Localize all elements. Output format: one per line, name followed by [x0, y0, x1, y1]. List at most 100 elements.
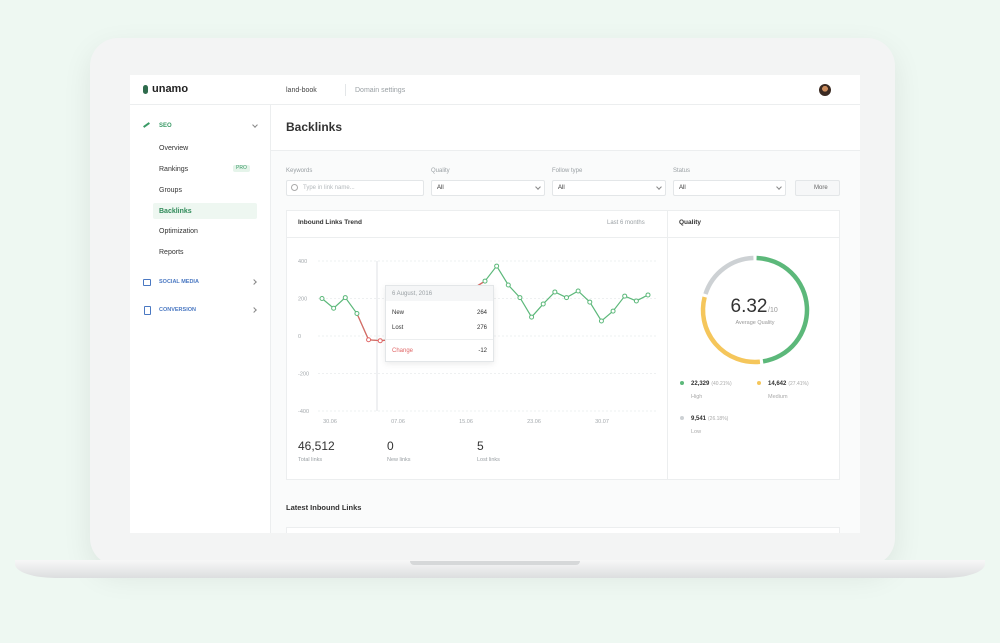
- nav-item-active[interactable]: Backlinks: [159, 208, 192, 215]
- quality-caption: Average Quality: [735, 320, 774, 326]
- stat-label: Lost links: [477, 457, 500, 463]
- y-tick-label: -200: [298, 372, 309, 378]
- stat-label: Total links: [298, 457, 323, 463]
- pro-badge: PRO: [233, 165, 250, 172]
- search-icon: [291, 184, 298, 191]
- page-title: Backlinks: [286, 120, 343, 134]
- tooltip-header: [386, 286, 493, 301]
- follow-select[interactable]: [552, 180, 666, 196]
- tooltip-value: 264: [476, 310, 487, 316]
- stat-value: 46,512: [298, 439, 335, 453]
- keyword-input[interactable]: [286, 180, 424, 196]
- follow-value: All: [558, 185, 565, 191]
- trend-title: Inbound Links Trend: [298, 219, 362, 226]
- x-tick-label: 15.06: [459, 419, 473, 425]
- tooltip-date: 6 August, 2016: [392, 291, 433, 297]
- trend-point: [342, 295, 348, 301]
- trend-point: [598, 318, 604, 324]
- avatar[interactable]: [819, 84, 831, 96]
- project-select[interactable]: land-book: [286, 87, 317, 94]
- tooltip: 6 August, 2016 New 264 Lost 276 Change -…: [385, 285, 494, 362]
- keyword-placeholder: Type in link name...: [303, 185, 355, 191]
- x-tick-label: 07.06: [391, 419, 405, 425]
- trend-point: [552, 289, 558, 295]
- legend-dot: [680, 416, 684, 420]
- card-divider: [667, 210, 668, 480]
- trend-point: [610, 308, 616, 314]
- trend-period: Last 6 months: [607, 220, 645, 226]
- quality-score: 6.32: [731, 296, 768, 317]
- legend-percent: (27.41%): [788, 381, 809, 387]
- trend-point: [319, 296, 325, 301]
- nav-item[interactable]: Reports: [159, 249, 184, 256]
- donut-segment: [700, 296, 761, 365]
- trend-point: [482, 278, 488, 284]
- trend-point: [517, 295, 523, 301]
- donut-segment: [756, 255, 810, 364]
- legend-name: Low: [691, 429, 701, 435]
- legend-count: 22,329: [691, 381, 710, 387]
- trend-point: [505, 282, 511, 288]
- conversion-section[interactable]: CONVERSION: [159, 307, 196, 313]
- legend-name: Medium: [768, 394, 788, 400]
- status-select[interactable]: [673, 180, 786, 196]
- stat-label: New links: [387, 457, 411, 463]
- stat-value: 5: [477, 439, 484, 453]
- tooltip-label: Change: [392, 348, 414, 354]
- nav-item[interactable]: Overview: [159, 145, 189, 152]
- negative-segment: [356, 313, 370, 340]
- conversion-icon: [144, 306, 151, 315]
- x-tick-label: 30.07: [595, 419, 609, 425]
- x-tick-label: 30.06: [323, 419, 337, 425]
- status-value: All: [679, 185, 686, 191]
- legend-percent: (26.18%): [708, 416, 729, 422]
- legend-dot: [680, 381, 684, 385]
- nav-item[interactable]: Optimization: [159, 228, 198, 235]
- top-separator: [345, 84, 346, 96]
- quality-scale: /10: [768, 307, 778, 314]
- y-tick-label: -400: [298, 409, 309, 415]
- filter-label: Keywords: [286, 168, 313, 174]
- nav-item[interactable]: Rankings: [159, 166, 189, 173]
- y-tick-label: 200: [298, 297, 307, 303]
- nav-item[interactable]: Groups: [159, 187, 182, 194]
- laptop-notch: [410, 561, 580, 565]
- trend-point: [633, 298, 639, 304]
- tooltip-divider: [386, 339, 493, 340]
- brand-icon: [143, 85, 148, 94]
- x-tick-label: 23.06: [527, 419, 541, 425]
- legend-name: High: [691, 394, 702, 400]
- quality-select[interactable]: [431, 180, 545, 196]
- quality-value: All: [437, 185, 444, 191]
- tooltip-value: 276: [476, 325, 487, 331]
- brand: unamo: [152, 83, 189, 95]
- title-separator: [271, 150, 860, 151]
- trend-point: [564, 295, 569, 301]
- tooltip-label: New: [392, 310, 405, 316]
- trend-point: [331, 305, 337, 311]
- legend-dot: [757, 381, 761, 385]
- tooltip-value: -12: [478, 348, 487, 354]
- legend-count: 14,642: [768, 381, 787, 387]
- y-tick-label: 400: [298, 259, 307, 265]
- latest-title: Latest Inbound Links: [286, 503, 362, 512]
- social-section[interactable]: SOCIAL MEDIA: [159, 279, 199, 285]
- social-icon: [143, 279, 151, 286]
- seo-section[interactable]: SEO: [159, 123, 172, 129]
- stat-value: 0: [387, 439, 394, 453]
- legend-count: 9,541: [691, 416, 707, 422]
- laptop-base: [15, 560, 985, 578]
- y-tick-label: 0: [298, 334, 301, 340]
- top-bar-border: [130, 104, 860, 105]
- donut-segment: [703, 255, 754, 295]
- domain-settings[interactable]: Domain settings: [355, 87, 406, 94]
- trend-point: [622, 293, 628, 299]
- trend-card: [286, 210, 840, 480]
- trend-point: [540, 301, 546, 307]
- trend-point: [575, 288, 581, 294]
- filter-label: Quality: [431, 168, 450, 174]
- sidebar-border: [270, 105, 271, 533]
- more-button[interactable]: [795, 180, 840, 196]
